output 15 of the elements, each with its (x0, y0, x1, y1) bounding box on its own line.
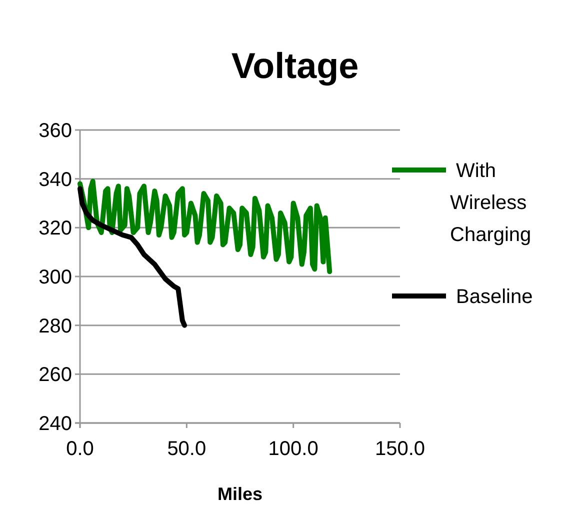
y-tick-label: 360 (38, 120, 72, 142)
y-tick-label: 320 (38, 218, 72, 240)
y-tick-label: 240 (38, 413, 72, 435)
x-tick-label: 150.0 (374, 438, 426, 460)
y-tick-label: 300 (38, 266, 72, 288)
legend-label: Baseline (456, 286, 533, 308)
y-tick-label: 280 (38, 315, 72, 338)
legend-label: With Wireless Charging (450, 160, 532, 246)
x-tick-label: 50.0 (167, 438, 206, 460)
x-tick-label: 100.0 (268, 438, 318, 460)
chart-title: Voltage (231, 45, 359, 86)
x-axis-title: Miles (217, 484, 263, 504)
y-tick-label: 260 (38, 364, 72, 386)
x-tick-label: 0.0 (66, 438, 94, 460)
y-tick-label: 340 (38, 168, 72, 191)
